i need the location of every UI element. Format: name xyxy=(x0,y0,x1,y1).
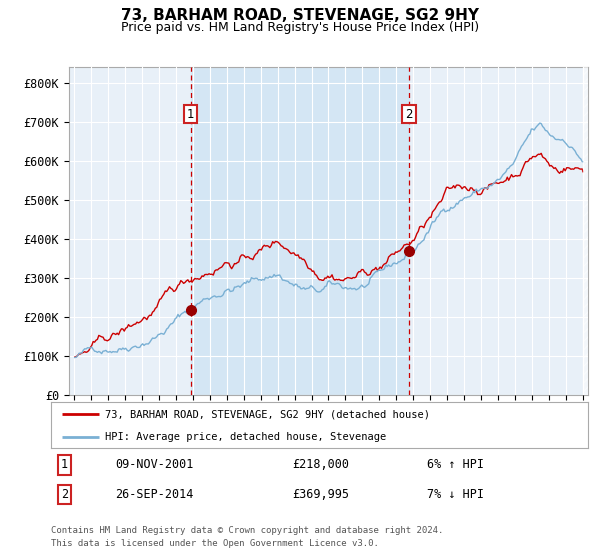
Text: 7% ↓ HPI: 7% ↓ HPI xyxy=(427,488,484,501)
Text: £369,995: £369,995 xyxy=(293,488,350,501)
Text: 1: 1 xyxy=(187,108,194,120)
Text: This data is licensed under the Open Government Licence v3.0.: This data is licensed under the Open Gov… xyxy=(51,539,379,548)
Text: 2: 2 xyxy=(405,108,413,120)
Text: 73, BARHAM ROAD, STEVENAGE, SG2 9HY: 73, BARHAM ROAD, STEVENAGE, SG2 9HY xyxy=(121,8,479,24)
Bar xyxy=(191,67,409,395)
Text: 73, BARHAM ROAD, STEVENAGE, SG2 9HY (detached house): 73, BARHAM ROAD, STEVENAGE, SG2 9HY (det… xyxy=(105,409,430,419)
Text: HPI: Average price, detached house, Stevenage: HPI: Average price, detached house, Stev… xyxy=(105,432,386,442)
Text: 1: 1 xyxy=(61,458,68,472)
Text: 6% ↑ HPI: 6% ↑ HPI xyxy=(427,458,484,472)
Text: £218,000: £218,000 xyxy=(293,458,350,472)
Text: 09-NOV-2001: 09-NOV-2001 xyxy=(115,458,194,472)
Text: 26-SEP-2014: 26-SEP-2014 xyxy=(115,488,194,501)
Text: Price paid vs. HM Land Registry's House Price Index (HPI): Price paid vs. HM Land Registry's House … xyxy=(121,21,479,34)
Text: Contains HM Land Registry data © Crown copyright and database right 2024.: Contains HM Land Registry data © Crown c… xyxy=(51,526,443,535)
Text: 2: 2 xyxy=(61,488,68,501)
